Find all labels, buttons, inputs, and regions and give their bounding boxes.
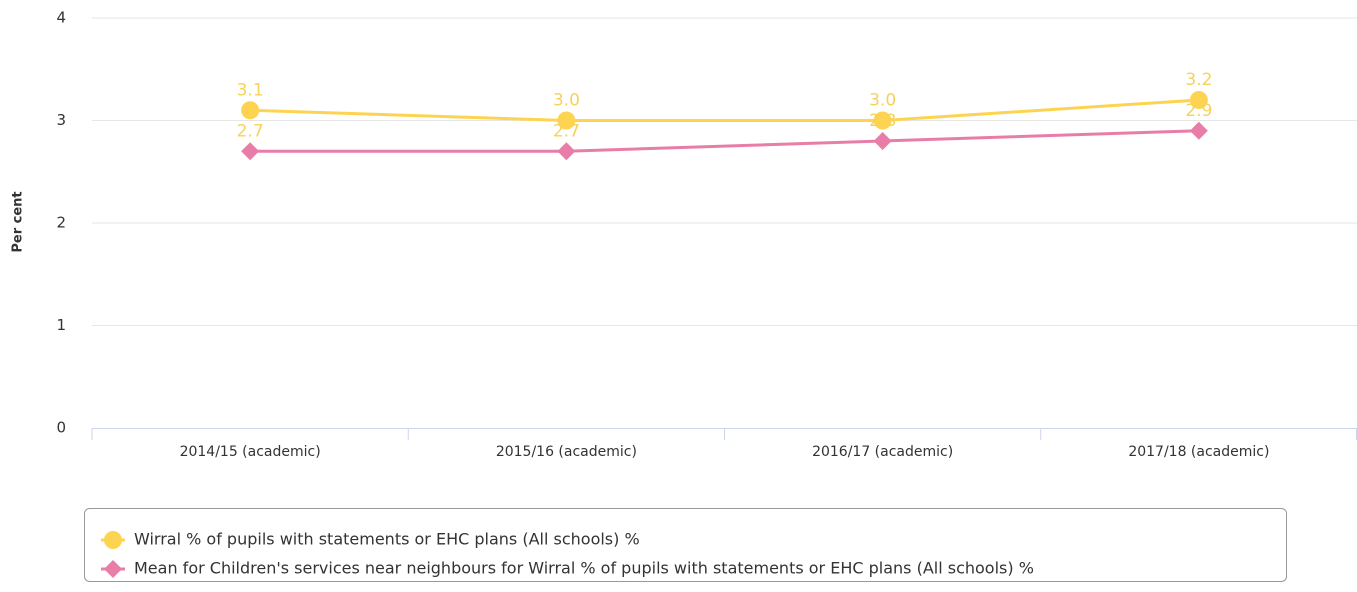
data-label: 3.0 bbox=[553, 91, 580, 111]
data-label: 2.8 bbox=[869, 111, 896, 131]
y-tick-label: 0 bbox=[56, 419, 66, 437]
x-tick-label: 2014/15 (academic) bbox=[180, 444, 321, 460]
data-point bbox=[241, 142, 260, 161]
data-point bbox=[873, 111, 892, 130]
data-label: 2.9 bbox=[1185, 101, 1212, 121]
data-point bbox=[557, 142, 576, 161]
legend-label: Wirral % of pupils with statements or EH… bbox=[134, 530, 640, 549]
y-tick-label: 1 bbox=[56, 316, 66, 334]
data-label: 3.1 bbox=[237, 80, 264, 100]
x-tick-label: 2015/16 (academic) bbox=[496, 444, 637, 460]
data-point bbox=[557, 111, 576, 130]
y-tick-label: 3 bbox=[56, 111, 66, 129]
x-tick-label: 2017/18 (academic) bbox=[1128, 444, 1269, 460]
series-line bbox=[250, 129, 1199, 153]
data-label: 2.7 bbox=[553, 121, 580, 141]
data-point bbox=[241, 101, 260, 120]
data-point bbox=[873, 132, 892, 150]
x-tick-label: 2016/17 (academic) bbox=[812, 444, 953, 460]
legend-box bbox=[84, 508, 1287, 582]
y-tick-label: 2 bbox=[56, 214, 66, 232]
legend-marker bbox=[104, 531, 122, 549]
data-point bbox=[1189, 91, 1208, 109]
y-axis-title: Per cent bbox=[11, 191, 26, 252]
legend-marker bbox=[104, 560, 122, 578]
data-point bbox=[1189, 121, 1208, 140]
y-tick-label: 4 bbox=[56, 9, 66, 27]
legend-label: Mean for Children's services near neighb… bbox=[134, 559, 1034, 578]
data-label: 2.7 bbox=[237, 121, 264, 141]
data-label: 3.2 bbox=[1185, 70, 1212, 90]
data-label: 3.0 bbox=[869, 91, 896, 111]
series-line bbox=[250, 98, 1199, 122]
